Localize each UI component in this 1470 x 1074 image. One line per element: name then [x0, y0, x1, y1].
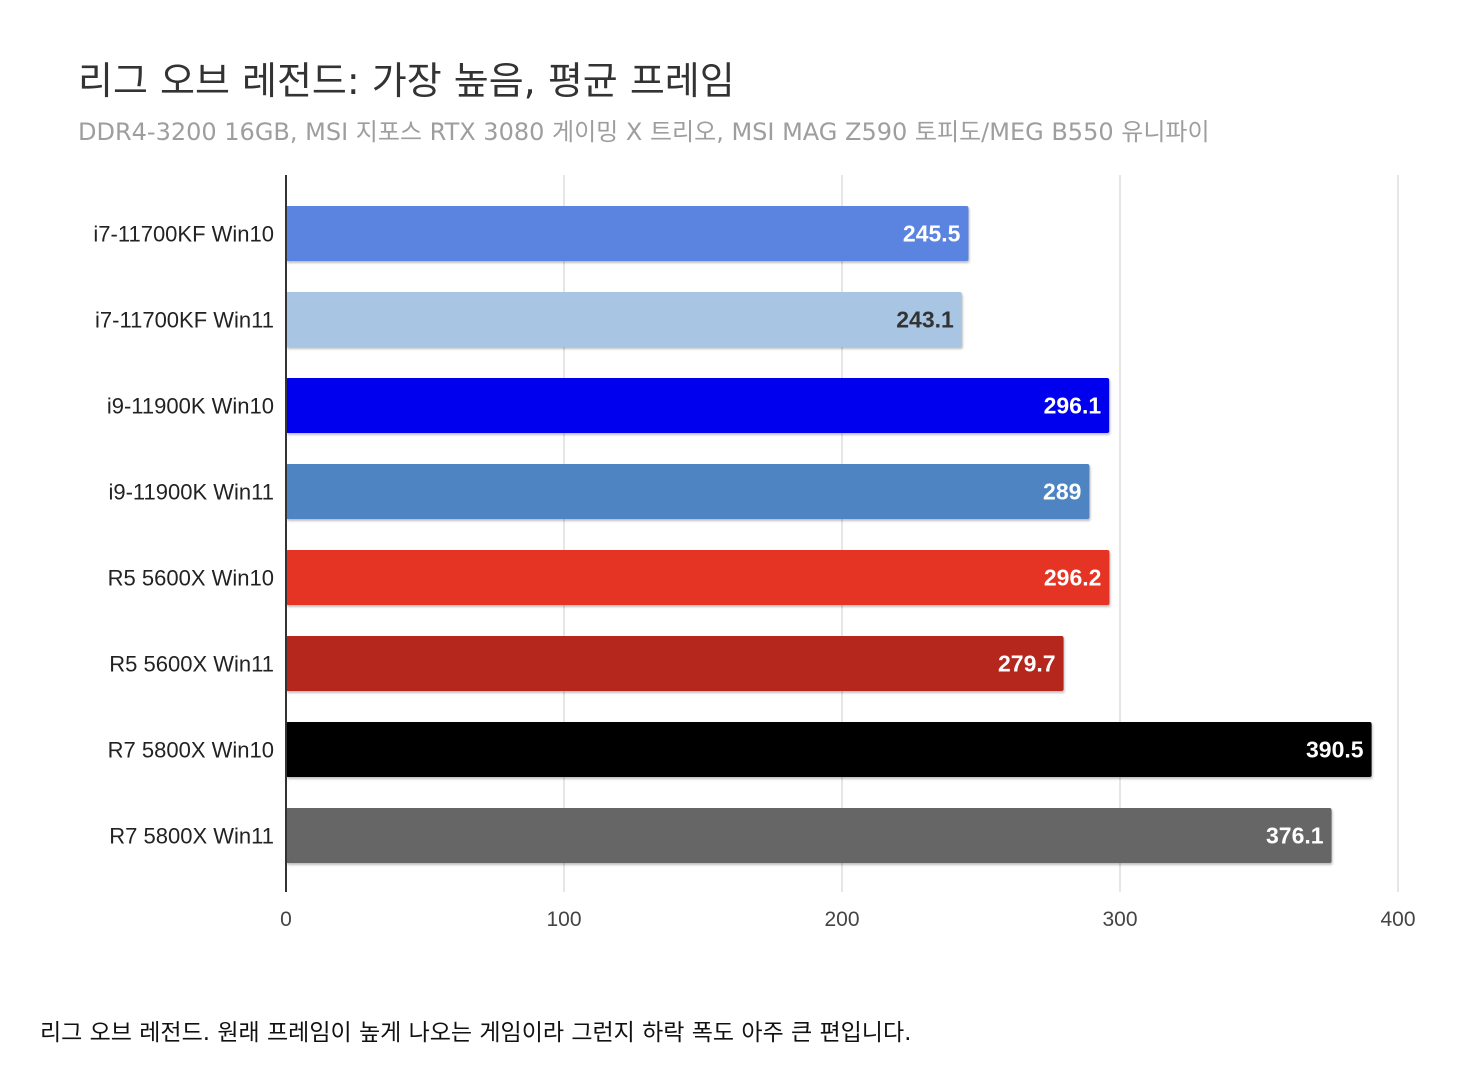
data-label-7: 390.5 — [1306, 737, 1364, 763]
x-tick-label-0: 0 — [280, 908, 292, 931]
bar-2 — [286, 292, 962, 347]
data-label-1: 245.5 — [903, 221, 961, 247]
bar-4 — [286, 464, 1090, 519]
bar-1 — [286, 206, 969, 261]
category-label-2: i7-11700KF Win11 — [95, 308, 274, 333]
x-tick-label-200: 200 — [824, 908, 859, 931]
x-tick-label-100: 100 — [546, 908, 581, 931]
chart-title: 리그 오브 레전드: 가장 높음, 평균 프레임 — [78, 59, 735, 103]
category-label-3: i9-11900K Win10 — [107, 394, 274, 419]
category-label-5: R5 5600X Win10 — [108, 566, 274, 591]
bar-3 — [286, 378, 1110, 433]
bar-8 — [286, 808, 1332, 863]
data-label-4: 289 — [1043, 479, 1081, 505]
caption-text: 리그 오브 레전드. 원래 프레임이 높게 나오는 게임이라 그런지 하락 폭도… — [40, 1020, 912, 1046]
x-tick-label-400: 400 — [1380, 908, 1415, 931]
bar-5 — [286, 550, 1110, 605]
category-label-7: R7 5800X Win10 — [108, 738, 274, 763]
bar-6 — [286, 636, 1064, 691]
x-tick-label-300: 300 — [1102, 908, 1137, 931]
data-label-5: 296.2 — [1044, 565, 1102, 591]
chart-subtitle: DDR4-3200 16GB, MSI 지포스 RTX 3080 게이밍 X 트… — [78, 118, 1210, 146]
category-label-4: i9-11900K Win11 — [108, 480, 274, 505]
data-label-2: 243.1 — [896, 307, 954, 333]
axes: 0 100 200 300 400 i7-11700KF Win10 i7-11700KF … — [93, 175, 1416, 931]
category-label-8: R7 5800X Win11 — [109, 824, 274, 849]
data-label-3: 296.1 — [1044, 393, 1102, 419]
gridlines — [563, 175, 1399, 892]
category-label-6: R5 5600X Win11 — [109, 652, 274, 677]
bar-7 — [286, 722, 1372, 777]
bars: 245.5 243.1 296.1 289 296.2 279.7 390.5 376.1 — [286, 206, 1372, 863]
category-label-1: i7-11700KF Win10 — [93, 222, 274, 247]
data-label-6: 279.7 — [998, 651, 1056, 677]
data-label-8: 376.1 — [1266, 823, 1324, 849]
bar-chart: 245.5 243.1 296.1 289 296.2 279.7 390.5 376.1 0… — [93, 175, 1416, 931]
